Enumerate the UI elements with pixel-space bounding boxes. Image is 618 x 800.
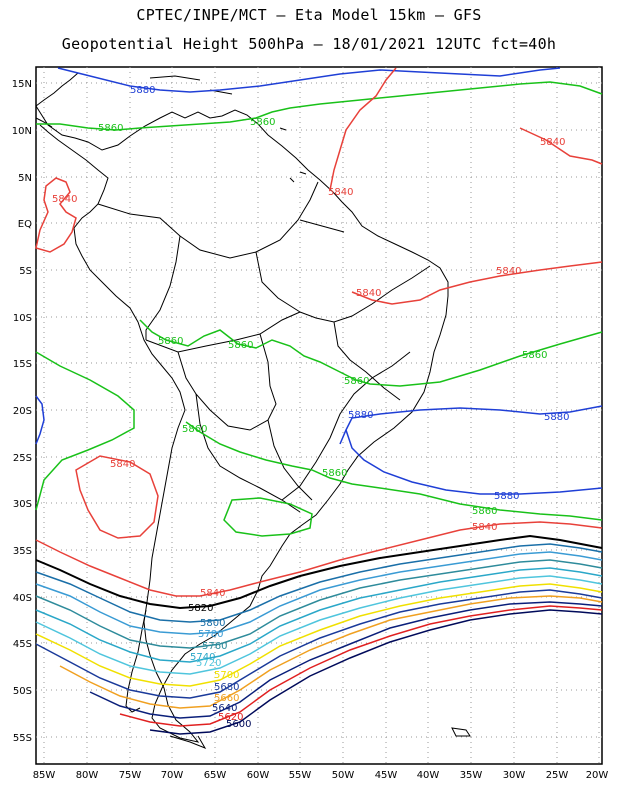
contour-5840-closed-sw <box>75 455 159 539</box>
contour-5840-northeast <box>329 67 397 191</box>
label-5860-north-2: 5860 <box>250 117 275 128</box>
label-5860-brazil: 5860 <box>344 376 369 387</box>
contour-5740 <box>35 567 603 663</box>
label-5860-atlantic: 5860 <box>522 350 547 361</box>
contour-5840-south <box>35 521 603 597</box>
lat-label-10n: 10N <box>12 126 32 137</box>
lat-label-10s: 10S <box>13 313 32 324</box>
label-5860-andes: 5860 <box>182 424 207 435</box>
label-5840-brazil: 5840 <box>356 288 381 299</box>
map-title-model: CPTEC/INPE/MCT — Eta Model 15km — GFS <box>136 6 482 24</box>
label-5740: 5740 <box>190 652 215 663</box>
lat-label-5s: 5S <box>19 266 32 277</box>
map-title-field: Geopotential Height 500hPa — 18/01/2021 … <box>61 35 557 53</box>
lon-label-70w: 70W <box>161 770 184 781</box>
central-america-coast <box>35 72 79 128</box>
lon-label-75w: 75W <box>119 770 142 781</box>
label-5840-south-2: 5840 <box>200 588 225 599</box>
contour-5860-amazon <box>139 319 603 387</box>
lon-label-50w: 50W <box>332 770 355 781</box>
contour-5760 <box>35 559 603 649</box>
lon-label-65w: 65W <box>204 770 227 781</box>
contour-5860-southeast <box>185 421 603 521</box>
lat-label-35s: 35S <box>13 546 32 557</box>
lon-label-45w: 45W <box>375 770 398 781</box>
map-frame <box>35 66 603 765</box>
contour-5780 <box>35 551 603 635</box>
label-5660: 5660 <box>214 693 239 704</box>
lat-label-50s: 50S <box>13 686 32 697</box>
lon-label-80w: 80W <box>76 770 99 781</box>
lon-label-40w: 40W <box>417 770 440 781</box>
contour-5880-south <box>345 429 603 495</box>
lon-label-85w: 85W <box>33 770 56 781</box>
lat-label-25s: 25S <box>13 453 32 464</box>
contour-5840-ne-island <box>519 127 603 165</box>
label-5860-amazon-1: 5860 <box>158 336 183 347</box>
south-america-coast <box>35 105 449 743</box>
label-5840-ne-1: 5840 <box>540 137 565 148</box>
contour-5860-north <box>36 81 603 131</box>
contour-5840-west <box>35 177 77 253</box>
label-5860-north-1: 5860 <box>98 123 123 134</box>
contour-5680 <box>35 589 603 699</box>
lat-label-15n: 15N <box>12 79 32 90</box>
label-5880-south: 5880 <box>494 491 519 502</box>
lon-label-35w: 35W <box>460 770 483 781</box>
contour-5860-closed <box>223 497 313 537</box>
lat-label-15s: 15S <box>13 359 32 370</box>
label-5840-atlantic: 5840 <box>496 266 521 277</box>
contour-5660 <box>59 595 603 709</box>
label-5800: 5800 <box>200 618 225 629</box>
country-borders <box>97 181 431 513</box>
label-5820: 5820 <box>188 603 213 614</box>
contour-5860-andes <box>35 351 135 511</box>
lon-label-55w: 55W <box>289 770 312 781</box>
label-5880-east-1: 5880 <box>348 410 373 421</box>
contour-5840-coast-ne <box>351 261 603 305</box>
label-5880-east-2: 5880 <box>544 412 569 423</box>
label-5880-north: 5880 <box>130 85 155 96</box>
contour-5880-east <box>339 405 603 445</box>
contour-5600 <box>149 609 603 735</box>
lat-label-30s: 30S <box>13 499 32 510</box>
label-5700: 5700 <box>214 670 239 681</box>
contour-5700 <box>35 583 603 687</box>
contour-5620 <box>119 605 603 727</box>
label-5840-south-1: 5840 <box>472 522 497 533</box>
label-5760: 5760 <box>202 641 227 652</box>
contour-5640 <box>89 601 603 719</box>
south-patagonia-islands <box>125 609 471 750</box>
label-5640: 5640 <box>212 703 237 714</box>
label-5860-south: 5860 <box>322 468 347 479</box>
label-5780: 5780 <box>198 629 223 640</box>
label-5860-amazon-2: 5860 <box>228 340 253 351</box>
lat-label-55s: 55S <box>13 733 32 744</box>
lat-label-45s: 45S <box>13 639 32 650</box>
contour-5880-north <box>57 67 561 93</box>
label-5840-pacific: 5840 <box>110 459 135 470</box>
lat-label-20s: 20S <box>13 406 32 417</box>
lon-label-60w: 60W <box>247 770 270 781</box>
label-5680: 5680 <box>214 682 239 693</box>
lon-label-30w: 30W <box>503 770 526 781</box>
label-5620: 5620 <box>218 712 243 723</box>
lat-label-5n: 5N <box>18 173 32 184</box>
contour-5880-southwest <box>35 395 45 445</box>
contour-5800 <box>35 543 603 623</box>
lon-label-25w: 25W <box>546 770 569 781</box>
lat-label-eq: EQ <box>18 219 32 230</box>
label-5720: 5720 <box>196 658 221 669</box>
label-5840-west: 5840 <box>52 194 77 205</box>
lon-label-20w: 20W <box>586 770 609 781</box>
contour-5720 <box>35 575 603 675</box>
contour-5820 <box>35 534 603 610</box>
label-5600: 5600 <box>226 719 251 730</box>
label-5860-southeast: 5860 <box>472 506 497 517</box>
lat-label-40s: 40S <box>13 593 32 604</box>
label-5840-ne-2: 5840 <box>328 187 353 198</box>
